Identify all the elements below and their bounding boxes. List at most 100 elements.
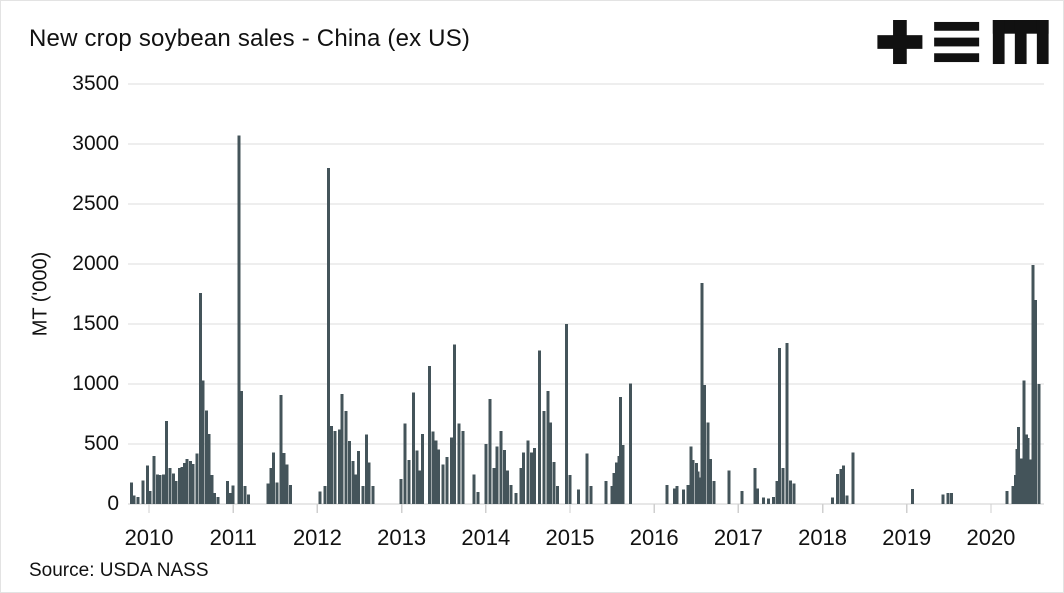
bar [367,462,371,504]
bar [610,486,614,504]
bar [785,343,789,504]
bar [614,462,618,504]
bar [509,484,513,504]
bar [177,468,181,504]
bar [337,429,341,504]
bar [502,450,506,504]
bar [445,457,449,504]
x-tick-label: 2018 [798,525,848,550]
bar [495,446,499,504]
bar [282,453,286,504]
bar [182,463,186,504]
bar [225,481,229,504]
bar [152,456,156,504]
bar [1024,434,1028,504]
bar [836,474,840,504]
bar [941,494,945,504]
bar [778,348,782,504]
bar [415,450,419,504]
bar [851,452,855,504]
bar [492,468,496,504]
bar [347,441,351,504]
bar [364,434,368,504]
y-tick-label: 2000 [72,252,119,275]
bar [753,468,757,504]
bar [842,465,846,504]
bar [141,480,145,504]
y-tick-label: 3000 [72,132,119,155]
bar [696,471,700,504]
bar [727,470,731,504]
bar [772,496,776,504]
bar [326,168,330,504]
bar [289,484,292,504]
bar [476,492,480,504]
bar [441,464,445,504]
bar [266,483,270,504]
y-tick-label: 0 [107,492,119,515]
bar [506,470,510,504]
bar [589,486,593,504]
x-tick-label: 2019 [882,525,932,550]
bar [1031,265,1035,504]
bar [361,486,365,504]
bar [188,460,192,504]
bar [434,440,438,504]
x-tick-label: 2015 [545,525,595,550]
bar [621,445,625,504]
bar [682,489,686,504]
bar [522,452,526,504]
bar [136,496,140,504]
bar [514,493,518,504]
bar [911,489,915,504]
bar [691,460,695,504]
bar [198,292,202,504]
bar [568,475,572,504]
bar [275,482,279,504]
bar [354,474,358,504]
bar [949,493,953,504]
bar [1011,486,1015,504]
bar [1017,427,1021,504]
bar [756,488,760,504]
bar [689,446,693,504]
bar [204,410,208,504]
bar [461,430,465,504]
bar [775,481,779,504]
bar [285,464,289,504]
bar [330,426,334,504]
bar [576,489,580,504]
bar [472,474,476,504]
bar [546,391,550,504]
bar [172,473,175,504]
bar [210,475,214,504]
bar [156,474,159,504]
brand-logo [877,20,1049,65]
bar [585,453,589,504]
bar [185,459,189,504]
bar [555,486,559,504]
x-tick-label: 2012 [292,525,342,550]
bar [174,481,178,504]
three-bars-icon [934,21,980,63]
bar [407,460,411,504]
bar [552,462,556,504]
y-tick-label: 2500 [72,192,119,215]
y-tick-label: 500 [83,432,119,455]
bar [1034,300,1038,504]
bar [344,411,348,504]
bar [351,460,355,504]
bar [132,495,136,504]
bar [231,485,235,504]
bar [129,482,133,504]
y-tick-label: 3500 [72,72,119,95]
bar [279,394,283,504]
bar [195,453,199,504]
bar [700,283,704,504]
x-tick-label: 2011 [209,525,257,550]
bar [1037,384,1041,504]
y-tick-label: 1000 [72,372,119,395]
bar [272,452,276,504]
bar [617,456,621,504]
